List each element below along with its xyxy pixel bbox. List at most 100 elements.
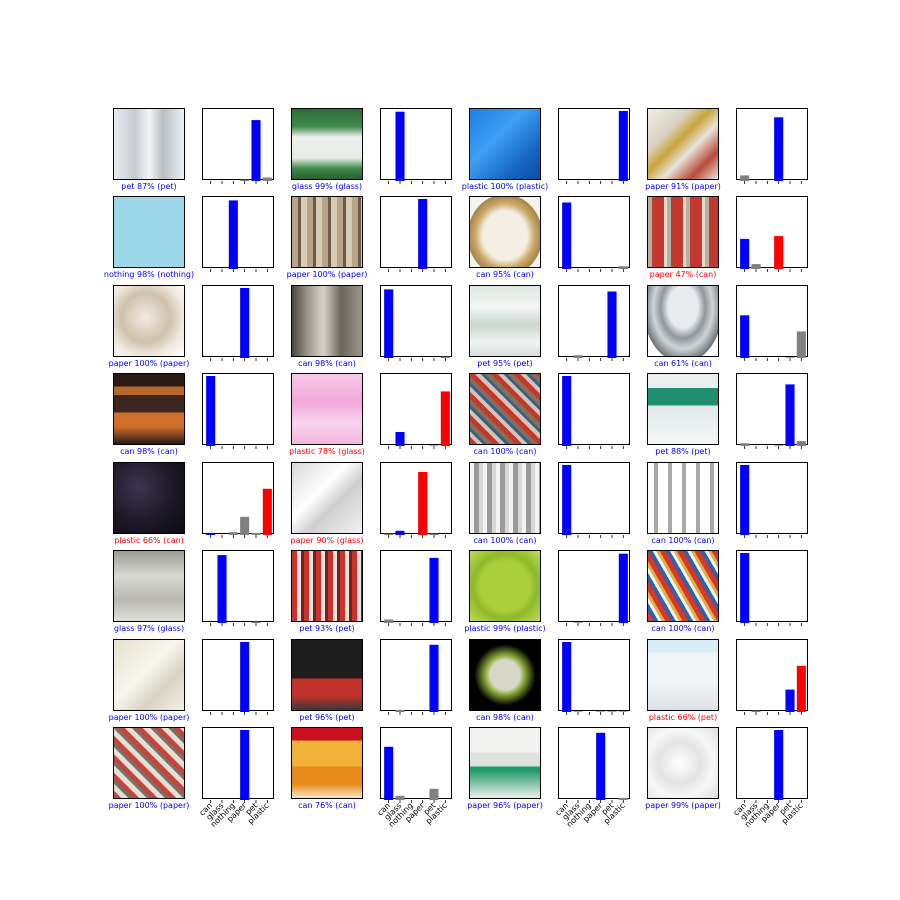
bar-chart-svg (566, 111, 628, 184)
pet-food-tin-image (469, 196, 541, 268)
probability-bar-chart (380, 462, 452, 538)
probability-bar-chart: can glass nothing paper pet plastic (732, 727, 808, 829)
crumpled-paper-image (113, 285, 185, 357)
bar-plastic (618, 711, 628, 712)
bar-paper (596, 732, 606, 800)
prediction-caption: paper 47% (can) (649, 270, 717, 279)
bar-pet (429, 788, 439, 800)
bar-plastic (262, 177, 272, 181)
bar-paper (240, 516, 250, 535)
clear-glass-shards-image (291, 462, 363, 534)
bar-chart-svg (740, 315, 806, 361)
prediction-caption: glass 99% (glass) (291, 182, 363, 191)
prediction-caption: paper 100% (paper) (108, 713, 190, 722)
prediction-caption: paper 100% (paper) (108, 801, 190, 810)
probability-bar-chart: can glass nothing paper pet plastic (376, 727, 452, 829)
probability-bar-chart (202, 108, 274, 184)
bar-plastic (796, 331, 806, 358)
probability-bar-chart (736, 108, 808, 184)
cola-pet-bottles-image (291, 639, 363, 711)
crushed-cans-pile-image (469, 373, 541, 445)
bar-chart-svg (210, 288, 268, 361)
bar-chart-svg (388, 199, 446, 272)
bar-chart-svg (740, 384, 806, 449)
bar-glass (751, 710, 761, 712)
bar-glass (751, 264, 761, 269)
prediction-caption: plastic 78% (glass) (289, 447, 365, 456)
bar-plastic (262, 488, 272, 535)
bar-can (562, 465, 572, 535)
bar-paper (596, 711, 606, 712)
bar-can (206, 532, 216, 535)
bar-paper (240, 730, 250, 800)
probability-bar-chart (736, 196, 808, 272)
bar-pet (785, 689, 795, 712)
bisleri-bottle-image (647, 373, 719, 445)
prediction-caption: pet 93% (pet) (299, 624, 355, 633)
bar-can (384, 289, 394, 358)
newspaper-ads-image (291, 196, 363, 268)
bar-chart-svg (210, 120, 272, 184)
bar-chart-svg (384, 557, 446, 626)
bar-chart-svg (210, 200, 268, 272)
bar-paper (240, 288, 250, 358)
bar-glass (395, 432, 405, 446)
probability-bar-chart (558, 639, 630, 715)
bar-pet (607, 711, 617, 712)
food-can-orange-image (291, 727, 363, 799)
bar-chart-svg (388, 644, 446, 715)
bar-plastic (440, 356, 450, 358)
probability-bar-chart (380, 285, 452, 361)
probability-bar-chart (736, 639, 808, 715)
pink-glass-jar-image (291, 373, 363, 445)
bar-plastic (618, 111, 628, 181)
green-glass-bottle-label-image (291, 108, 363, 180)
bar-paper (418, 199, 428, 269)
prediction-caption: paper 99% (paper) (645, 801, 721, 810)
bar-can (384, 619, 394, 623)
bar-plastic (796, 441, 806, 446)
bar-chart-svg (740, 553, 802, 626)
bar-glass (217, 555, 227, 623)
bar-can (740, 175, 750, 181)
green-plastic-tray-image (469, 550, 541, 622)
prediction-caption: pet 87% (pet) (121, 182, 177, 191)
bar-glass (395, 530, 405, 535)
coca-cola-bottles-image (291, 550, 363, 622)
bar-pet (251, 621, 261, 623)
probability-bar-chart (380, 550, 452, 626)
bar-chart-svg (388, 391, 450, 449)
prediction-caption: plastic 66% (pet) (648, 713, 718, 722)
bar-pet (785, 357, 795, 358)
metal-cans-group-image (469, 462, 541, 534)
probability-bar-chart (380, 639, 452, 715)
prediction-caption: can 100% (can) (473, 536, 537, 545)
prediction-caption: can 98% (can) (120, 447, 178, 456)
bar-nothing (228, 200, 238, 269)
prediction-caption: can 100% (can) (651, 624, 715, 633)
prediction-caption: can 95% (can) (476, 270, 534, 279)
bar-chart-svg (384, 472, 446, 538)
bar-pet (429, 557, 439, 623)
bar-paper (240, 179, 250, 181)
probability-bar-chart (202, 462, 274, 538)
bar-pet (785, 384, 795, 446)
bar-can (206, 376, 216, 446)
prediction-caption: paper 100% (paper) (108, 359, 190, 368)
beer-cans-black-image (469, 639, 541, 711)
prediction-caption: plastic 66% (can) (114, 536, 184, 545)
bar-nothing (228, 532, 238, 535)
crumpled-white-paper-image (113, 639, 185, 711)
blue-plastic-jerrycan-image (469, 108, 541, 180)
light-blue-background-image (113, 196, 185, 268)
bar-can (740, 443, 750, 446)
prediction-caption: pet 88% (pet) (655, 447, 711, 456)
bar-pet (607, 291, 617, 358)
bar-plastic (440, 391, 450, 446)
bar-glass (395, 111, 405, 181)
bar-chart-svg (206, 376, 268, 449)
prediction-caption: plastic 99% (plastic) (464, 624, 546, 633)
bar-glass (573, 711, 583, 712)
probability-bar-chart (736, 285, 808, 361)
prediction-caption: can 98% (can) (298, 359, 356, 368)
